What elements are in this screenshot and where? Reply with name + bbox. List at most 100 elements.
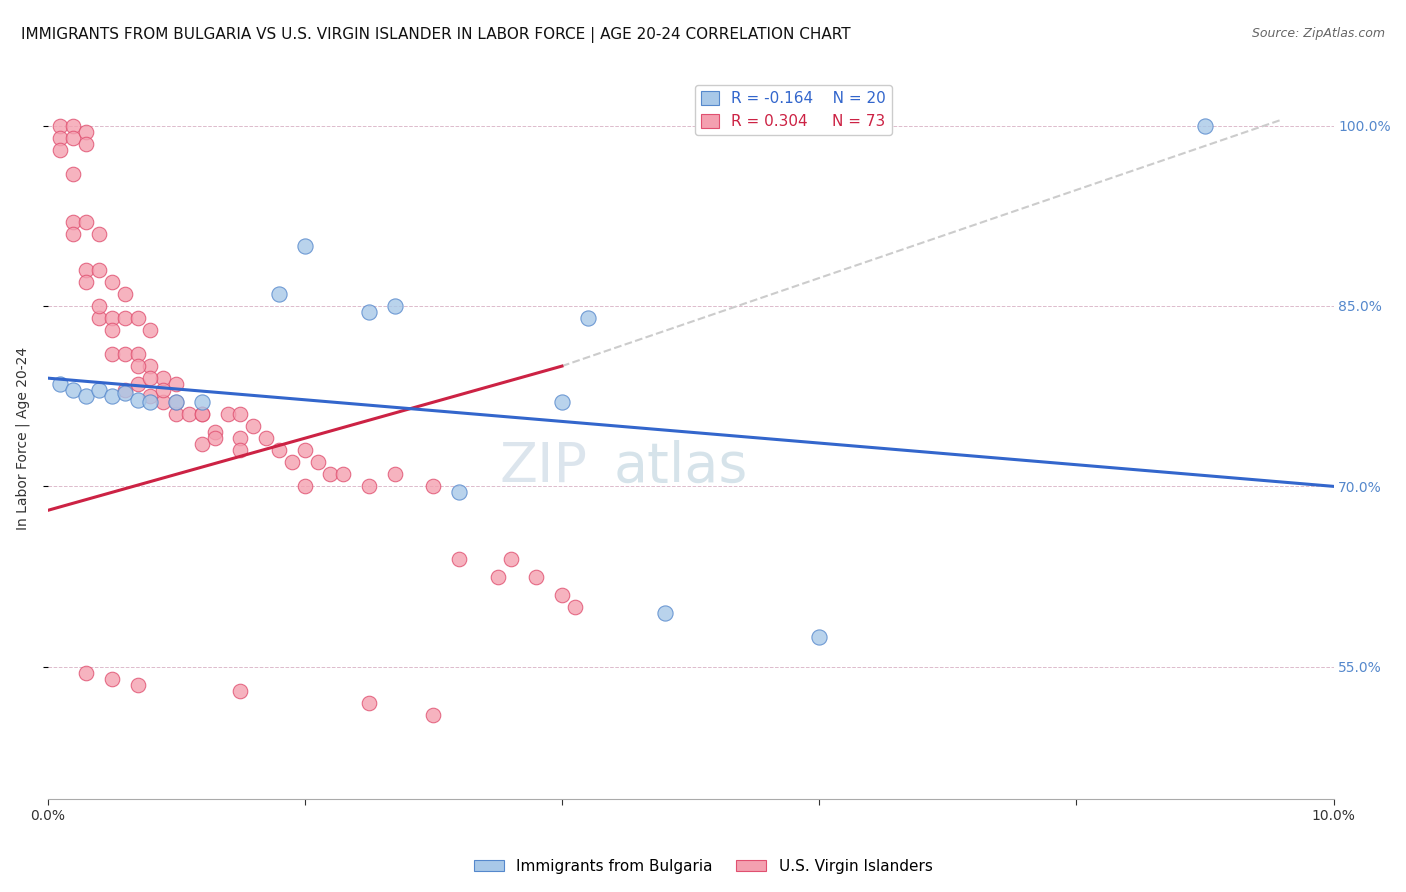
Point — [177, 407, 200, 421]
Point — [152, 371, 174, 385]
Point — [114, 347, 136, 361]
Point — [101, 672, 124, 686]
Point — [294, 479, 316, 493]
Point — [127, 678, 149, 692]
Point — [204, 425, 226, 440]
Point — [449, 485, 471, 500]
Point — [62, 167, 84, 181]
Point — [319, 467, 342, 482]
Point — [75, 389, 97, 403]
Point — [87, 299, 110, 313]
Point — [49, 143, 72, 157]
Point — [75, 136, 97, 151]
Point — [267, 443, 290, 458]
Point — [524, 569, 547, 583]
Point — [808, 630, 831, 644]
Point — [564, 599, 586, 614]
Point — [576, 310, 599, 325]
Point — [62, 383, 84, 397]
Point — [49, 119, 72, 133]
Point — [114, 310, 136, 325]
Point — [127, 377, 149, 392]
Point — [254, 431, 277, 445]
Point — [127, 359, 149, 373]
Point — [139, 389, 162, 403]
Point — [191, 407, 214, 421]
Point — [449, 551, 471, 566]
Text: atlas: atlas — [613, 440, 748, 494]
Point — [87, 227, 110, 241]
Point — [75, 275, 97, 289]
Point — [165, 395, 187, 409]
Point — [307, 455, 329, 469]
Point — [294, 443, 316, 458]
Point — [551, 395, 574, 409]
Point — [551, 588, 574, 602]
Point — [165, 395, 187, 409]
Point — [75, 124, 97, 138]
Point — [87, 263, 110, 277]
Point — [101, 347, 124, 361]
Point — [139, 395, 162, 409]
Point — [191, 395, 214, 409]
Point — [229, 431, 252, 445]
Point — [357, 696, 380, 710]
Point — [127, 310, 149, 325]
Point — [165, 377, 187, 392]
Point — [165, 407, 187, 421]
Point — [49, 130, 72, 145]
Point — [294, 239, 316, 253]
Point — [101, 389, 124, 403]
Point — [114, 385, 136, 400]
Point — [114, 383, 136, 397]
Y-axis label: In Labor Force | Age 20-24: In Labor Force | Age 20-24 — [15, 347, 30, 530]
Point — [127, 347, 149, 361]
Point — [152, 395, 174, 409]
Point — [486, 569, 509, 583]
Point — [332, 467, 354, 482]
Text: ZIP: ZIP — [499, 440, 588, 494]
Point — [422, 707, 444, 722]
Point — [87, 383, 110, 397]
Point — [75, 215, 97, 229]
Point — [654, 606, 676, 620]
Point — [499, 551, 522, 566]
Point — [191, 437, 214, 451]
Point — [75, 665, 97, 680]
Point — [357, 479, 380, 493]
Point — [49, 377, 72, 392]
Point — [229, 407, 252, 421]
Point — [139, 371, 162, 385]
Point — [267, 287, 290, 301]
Point — [152, 383, 174, 397]
Point — [229, 443, 252, 458]
Point — [204, 431, 226, 445]
Point — [101, 310, 124, 325]
Text: IMMIGRANTS FROM BULGARIA VS U.S. VIRGIN ISLANDER IN LABOR FORCE | AGE 20-24 CORR: IMMIGRANTS FROM BULGARIA VS U.S. VIRGIN … — [21, 27, 851, 43]
Point — [62, 215, 84, 229]
Point — [62, 227, 84, 241]
Point — [384, 467, 406, 482]
Point — [62, 130, 84, 145]
Legend: R = -0.164    N = 20, R = 0.304     N = 73: R = -0.164 N = 20, R = 0.304 N = 73 — [695, 85, 893, 135]
Point — [191, 407, 214, 421]
Point — [101, 323, 124, 337]
Point — [384, 299, 406, 313]
Point — [139, 323, 162, 337]
Point — [87, 310, 110, 325]
Text: Source: ZipAtlas.com: Source: ZipAtlas.com — [1251, 27, 1385, 40]
Legend: Immigrants from Bulgaria, U.S. Virgin Islanders: Immigrants from Bulgaria, U.S. Virgin Is… — [467, 853, 939, 880]
Point — [1194, 119, 1216, 133]
Point — [422, 479, 444, 493]
Point — [114, 287, 136, 301]
Point — [101, 275, 124, 289]
Point — [357, 305, 380, 319]
Point — [229, 683, 252, 698]
Point — [62, 119, 84, 133]
Point — [127, 392, 149, 407]
Point — [217, 407, 239, 421]
Point — [281, 455, 304, 469]
Point — [75, 263, 97, 277]
Point — [139, 359, 162, 373]
Point — [242, 419, 264, 434]
